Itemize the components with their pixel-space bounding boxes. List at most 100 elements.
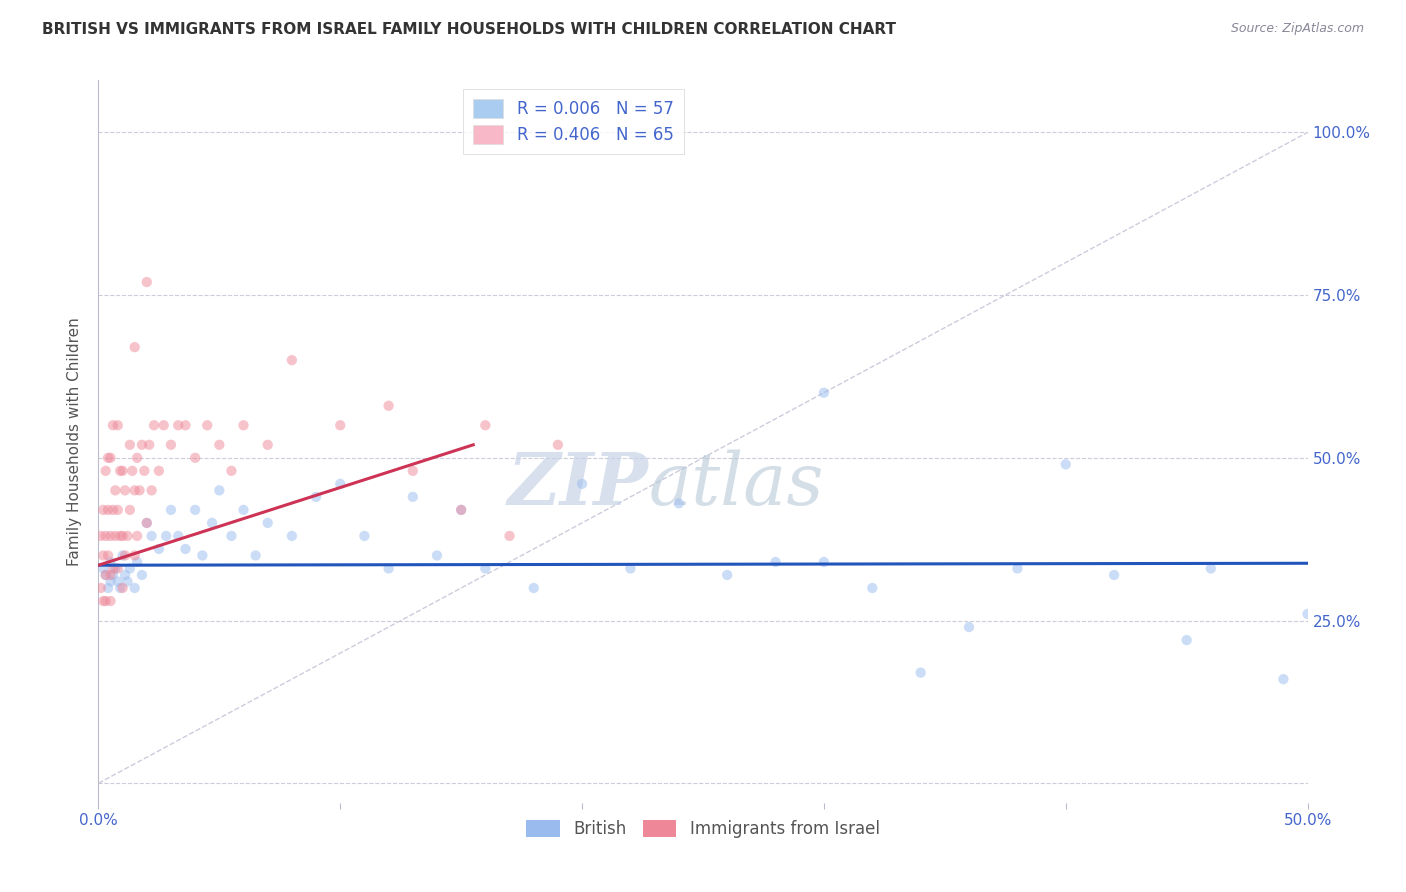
Point [141,529,163,543]
Point [1272,672,1295,686]
Point [107,561,129,575]
Point [195,418,218,433]
Point [97,581,120,595]
Text: Source: ZipAtlas.com: Source: ZipAtlas.com [1230,22,1364,36]
Text: BRITISH VS IMMIGRANTS FROM ISRAEL FAMILY HOUSEHOLDS WITH CHILDREN CORRELATION CH: BRITISH VS IMMIGRANTS FROM ISRAEL FAMILY… [42,22,896,37]
Point [329,476,352,491]
Point [101,568,124,582]
Point [91,594,114,608]
Point [329,418,352,433]
Point [111,581,134,595]
Point [474,561,496,575]
Point [281,529,304,543]
Point [108,464,131,478]
Point [118,438,141,452]
Point [134,464,156,478]
Legend: British, Immigrants from Israel: British, Immigrants from Israel [520,814,886,845]
Point [135,516,157,530]
Point [127,529,149,543]
Point [100,555,122,569]
Point [143,418,166,433]
Point [1054,458,1077,472]
Point [232,418,254,433]
Point [108,529,131,543]
Point [107,418,129,433]
Point [111,464,134,478]
Point [117,574,139,589]
Point [201,516,224,530]
Point [377,399,399,413]
Y-axis label: Family Households with Children: Family Households with Children [67,318,83,566]
Point [135,516,157,530]
Point [174,418,197,433]
Point [124,483,146,498]
Point [94,568,117,582]
Point [127,555,149,569]
Point [118,503,141,517]
Point [97,549,120,563]
Point [619,561,641,575]
Point [148,464,170,478]
Point [498,529,520,543]
Point [100,529,122,543]
Point [141,483,163,498]
Point [474,418,496,433]
Point [100,594,122,608]
Point [124,549,146,563]
Point [100,574,122,589]
Point [765,555,787,569]
Point [91,549,114,563]
Point [910,665,932,680]
Point [221,464,243,478]
Point [131,438,153,452]
Point [107,503,129,517]
Point [117,529,139,543]
Text: ZIP: ZIP [508,450,648,520]
Point [167,529,190,543]
Point [152,418,174,433]
Point [114,483,136,498]
Point [208,438,231,452]
Point [100,568,122,582]
Point [94,464,117,478]
Point [281,353,304,368]
Point [184,450,207,465]
Point [184,503,207,517]
Point [160,438,183,452]
Point [131,568,153,582]
Point [208,483,231,498]
Point [1199,561,1222,575]
Text: atlas: atlas [648,450,824,520]
Point [813,555,835,569]
Point [90,529,112,543]
Point [104,561,127,575]
Point [1175,633,1198,648]
Point [100,450,122,465]
Point [138,438,160,452]
Point [128,483,150,498]
Point [450,503,472,517]
Point [114,549,136,563]
Point [426,549,449,563]
Point [124,340,146,354]
Point [148,541,170,556]
Point [402,464,425,478]
Point [97,450,120,465]
Point [1007,561,1029,575]
Point [160,503,183,517]
Point [114,568,136,582]
Point [121,464,143,478]
Point [353,529,375,543]
Point [256,438,278,452]
Point [101,561,124,575]
Point [174,541,197,556]
Point [101,503,124,517]
Point [256,516,278,530]
Point [104,483,127,498]
Point [668,496,690,510]
Point [107,574,129,589]
Point [94,594,117,608]
Point [716,568,738,582]
Point [191,549,214,563]
Point [91,561,114,575]
